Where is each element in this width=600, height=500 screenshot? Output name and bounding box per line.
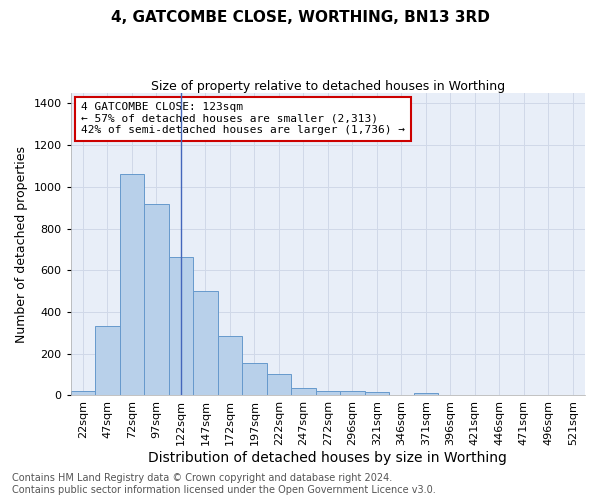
Bar bbox=[144, 204, 169, 396]
Bar bbox=[291, 388, 316, 396]
Bar bbox=[71, 392, 95, 396]
Bar bbox=[340, 391, 365, 396]
Bar bbox=[95, 326, 119, 396]
Y-axis label: Number of detached properties: Number of detached properties bbox=[15, 146, 28, 342]
Text: Contains HM Land Registry data © Crown copyright and database right 2024.
Contai: Contains HM Land Registry data © Crown c… bbox=[12, 474, 436, 495]
Bar bbox=[365, 392, 389, 396]
Bar bbox=[413, 393, 438, 396]
Bar bbox=[218, 336, 242, 396]
Bar bbox=[119, 174, 144, 396]
Bar bbox=[266, 374, 291, 396]
Bar bbox=[316, 391, 340, 396]
Bar bbox=[193, 291, 218, 396]
Bar bbox=[169, 256, 193, 396]
Title: Size of property relative to detached houses in Worthing: Size of property relative to detached ho… bbox=[151, 80, 505, 93]
Text: 4 GATCOMBE CLOSE: 123sqm
← 57% of detached houses are smaller (2,313)
42% of sem: 4 GATCOMBE CLOSE: 123sqm ← 57% of detach… bbox=[81, 102, 405, 136]
X-axis label: Distribution of detached houses by size in Worthing: Distribution of detached houses by size … bbox=[148, 451, 507, 465]
Bar bbox=[242, 363, 266, 396]
Text: 4, GATCOMBE CLOSE, WORTHING, BN13 3RD: 4, GATCOMBE CLOSE, WORTHING, BN13 3RD bbox=[110, 10, 490, 25]
